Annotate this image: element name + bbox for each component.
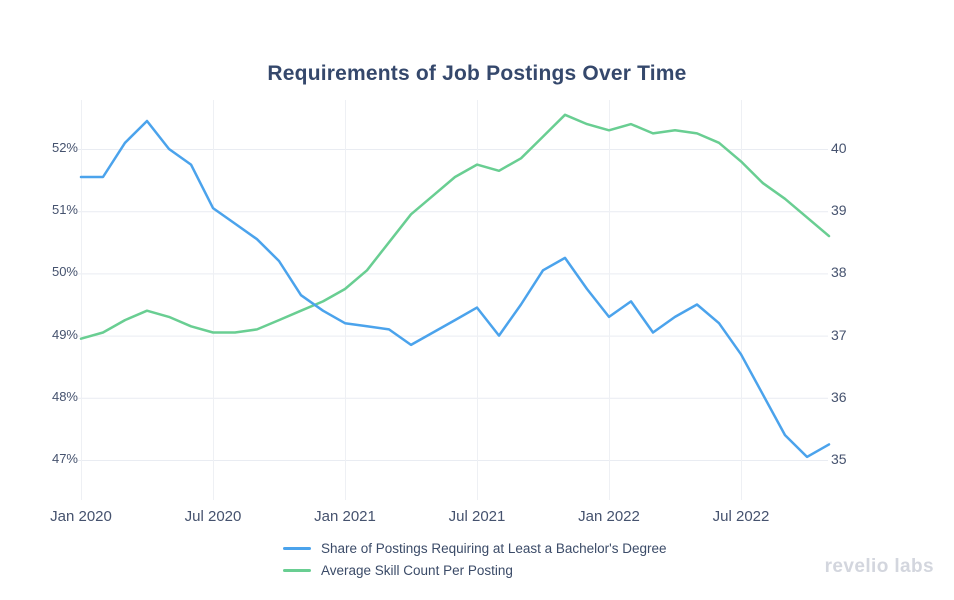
y-axis-tick-right: 37: [831, 326, 847, 343]
legend-label: Share of Postings Requiring at Least a B…: [321, 541, 667, 556]
x-axis-tick: Jul 2021: [448, 508, 506, 525]
legend-swatch-blue-line: [283, 547, 311, 550]
y-axis-tick-right: 38: [831, 264, 847, 281]
legend-item-skill-count[interactable]: Average Skill Count Per Posting: [283, 563, 667, 578]
legend: Share of Postings Requiring at Least a B…: [283, 541, 667, 578]
revelio-labs-logo: revelio labs: [824, 556, 934, 577]
y-axis-tick-left: 50%: [51, 264, 78, 280]
x-axis-tick: Jan 2022: [578, 508, 640, 525]
y-axis-tick-left: 48%: [51, 388, 78, 404]
y-axis-tick-right: 39: [831, 202, 847, 219]
y-axis-tick-left: 49%: [51, 326, 78, 342]
x-axis-tick: Jan 2021: [314, 508, 376, 525]
legend-swatch-green-line: [283, 569, 311, 572]
y-axis-tick-right: 40: [831, 140, 847, 156]
legend-item-bachelor-share[interactable]: Share of Postings Requiring at Least a B…: [283, 541, 667, 556]
y-axis-tick-left: 47%: [51, 451, 78, 466]
x-axis-tick: Jul 2022: [712, 508, 770, 525]
y-axis-tick-left: 52%: [51, 140, 78, 155]
y-axis-tick-left: 51%: [51, 202, 78, 218]
series-line-bachelor-share: [79, 119, 831, 459]
y-axis-tick-right: 35: [831, 451, 847, 467]
y-axis-tick-right: 36: [831, 388, 847, 405]
x-axis-tick: Jul 2020: [184, 508, 242, 525]
series-line-skill-count: [79, 113, 831, 340]
x-axis-tick: Jan 2020: [50, 508, 112, 525]
legend-label: Average Skill Count Per Posting: [321, 563, 513, 578]
page-title: Requirements of Job Postings Over Time: [267, 62, 687, 85]
